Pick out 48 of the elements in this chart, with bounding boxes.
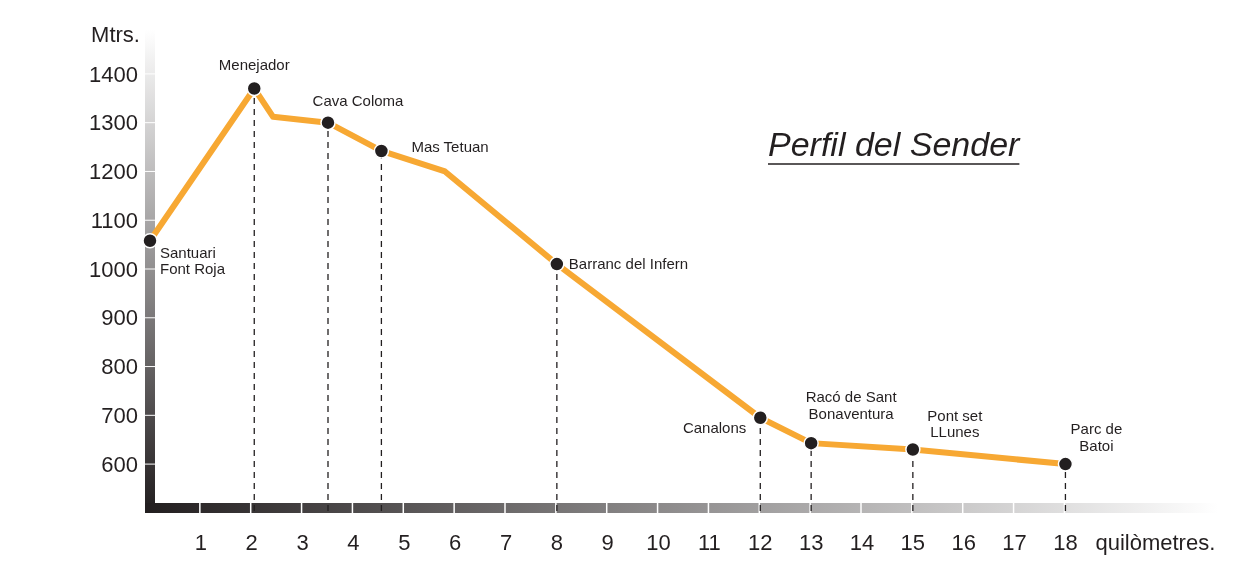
point [373,143,390,159]
x-tick-label: 9 [601,530,614,555]
x-tick-label: 3 [296,530,309,555]
x-tick-label: 6 [449,530,462,555]
x-tick-label: 18 [1053,530,1078,555]
point [320,114,336,131]
x-tick-label: 5 [398,530,411,555]
annotation: Santuari Font Roja [160,243,226,278]
x-tick-label: 16 [951,530,976,555]
x-tick-label: 11 [698,530,721,555]
annotation: Barranc del Infern [568,255,689,273]
y-tick-label: 1300 [89,110,138,136]
annotation: Menejador [218,55,290,73]
annotation: Pont set LLunes [927,406,984,441]
point [905,441,921,458]
y-tick-label: 1400 [89,61,138,87]
text: Perfil del Sender [768,125,1022,163]
point [1057,456,1074,472]
annotation: Mas Tetuan [411,138,489,156]
x-tick-label: 10 [646,530,671,555]
x-tick-label: 15 [900,530,926,555]
point [549,256,565,272]
x-tick-label: 14 [849,530,875,555]
x-tick-label: 8 [550,530,563,555]
y-tick-label: 1100 [90,207,138,233]
x-tick-label: 2 [245,530,258,555]
point [246,80,263,97]
x-tick-label: 12 [748,530,773,555]
annotation: Canalons [682,419,747,437]
point [803,435,819,451]
y-tick-label: 1200 [89,159,138,185]
y-tick-label: 700 [101,403,138,429]
point [142,232,158,249]
annotation: Parc de Batoi [1070,420,1123,454]
y-tick-label: 1000 [89,256,138,282]
x-tick-label: 17 [1002,530,1027,555]
x-tick-label: 4 [347,530,360,555]
y-tick-label: 600 [101,451,138,477]
x-tick-label: 1 [194,530,207,555]
x-axis-title: quilòmetres. [1095,530,1216,555]
x-tick-label: 7 [499,530,513,555]
annotation: Cava Coloma [312,91,405,109]
y-tick-label: 900 [101,305,138,331]
y-tick-label: 800 [101,354,138,380]
x-tick-label: 13 [798,530,824,555]
point [752,410,769,426]
y-axis-title: Mtrs. [91,22,140,47]
annotation: Racó de Sant Bonaventura [805,388,898,422]
